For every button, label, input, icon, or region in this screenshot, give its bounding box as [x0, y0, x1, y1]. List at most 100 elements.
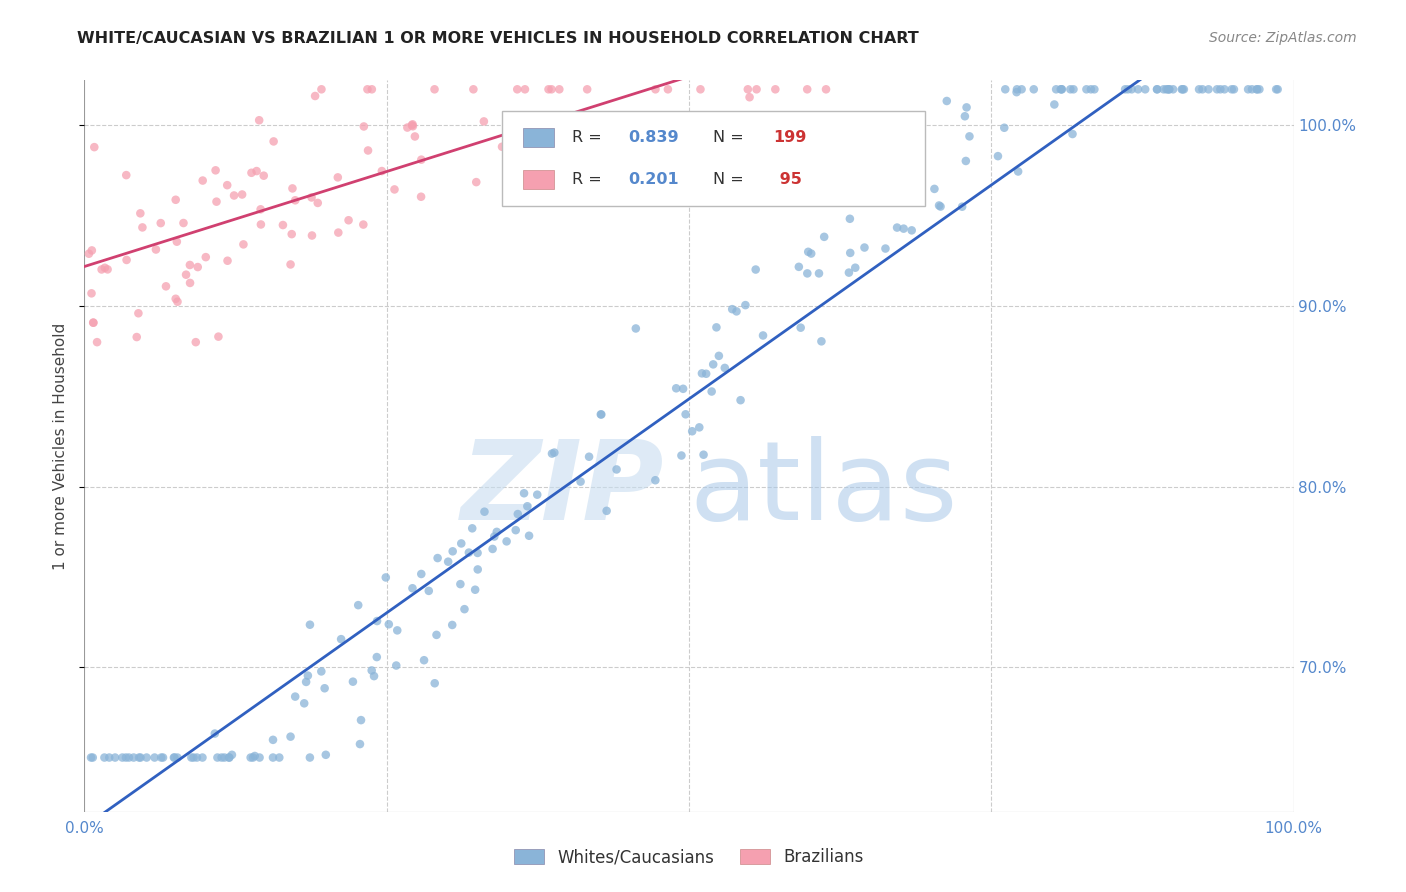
- Point: [1223, 82, 1246, 96]
- Point: [97, 262, 120, 277]
- Point: [474, 505, 496, 519]
- Point: [353, 120, 375, 134]
- Point: [311, 665, 333, 679]
- Point: [342, 674, 364, 689]
- Point: [692, 448, 714, 462]
- Point: [191, 750, 214, 764]
- Point: [1011, 82, 1033, 96]
- Point: [179, 258, 201, 272]
- Point: [307, 196, 329, 211]
- Point: [681, 424, 703, 438]
- Point: [218, 750, 240, 764]
- Point: [464, 582, 486, 597]
- Point: [80, 244, 103, 258]
- Point: [1121, 82, 1143, 96]
- Point: [437, 555, 460, 569]
- Point: [401, 581, 423, 595]
- Point: [1045, 82, 1067, 96]
- Point: [222, 188, 245, 202]
- Point: [125, 330, 148, 344]
- Point: [281, 181, 304, 195]
- Point: [886, 220, 908, 235]
- Point: [461, 521, 484, 535]
- Point: [1237, 82, 1260, 96]
- Point: [94, 260, 117, 275]
- Point: [184, 335, 207, 350]
- Point: [591, 408, 613, 422]
- Text: N =: N =: [713, 130, 749, 145]
- Point: [1135, 82, 1157, 96]
- Point: [207, 750, 229, 764]
- Point: [688, 420, 710, 434]
- Point: [292, 696, 315, 710]
- FancyBboxPatch shape: [523, 170, 554, 188]
- Point: [1116, 82, 1139, 96]
- Point: [104, 750, 127, 764]
- Point: [366, 614, 388, 628]
- Point: [1156, 82, 1178, 96]
- Point: [875, 242, 897, 256]
- Point: [82, 316, 104, 330]
- Point: [384, 182, 406, 196]
- Point: [411, 566, 433, 581]
- Point: [671, 449, 693, 463]
- Point: [253, 169, 276, 183]
- Point: [1159, 82, 1181, 96]
- Point: [204, 726, 226, 740]
- Point: [374, 570, 396, 584]
- Point: [924, 182, 946, 196]
- Point: [516, 500, 538, 514]
- Point: [576, 82, 599, 96]
- Point: [1050, 82, 1073, 96]
- Point: [204, 163, 226, 178]
- Point: [172, 216, 194, 230]
- Point: [150, 750, 173, 764]
- Point: [423, 676, 446, 690]
- Point: [526, 488, 548, 502]
- Point: [1114, 82, 1136, 96]
- Point: [143, 750, 166, 764]
- Point: [111, 750, 134, 764]
- Point: [404, 129, 426, 144]
- Point: [280, 227, 302, 241]
- Point: [796, 82, 818, 96]
- Point: [1005, 85, 1028, 99]
- Point: [893, 221, 915, 235]
- Point: [271, 218, 294, 232]
- Point: [1240, 82, 1263, 96]
- Point: [80, 286, 103, 301]
- Point: [495, 534, 517, 549]
- Point: [872, 161, 894, 176]
- Point: [1249, 82, 1271, 96]
- Point: [426, 551, 449, 566]
- Point: [838, 266, 860, 280]
- Point: [702, 357, 724, 371]
- Point: [127, 306, 149, 320]
- Point: [993, 120, 1015, 135]
- Point: [115, 750, 138, 764]
- Point: [706, 320, 728, 334]
- Point: [1022, 82, 1045, 96]
- Point: [734, 298, 756, 312]
- Point: [401, 117, 423, 131]
- Point: [484, 530, 506, 544]
- Point: [217, 178, 239, 193]
- Point: [80, 750, 103, 764]
- Point: [360, 82, 382, 96]
- Point: [606, 462, 628, 476]
- Point: [1267, 82, 1289, 96]
- Point: [1049, 82, 1071, 96]
- Point: [1083, 82, 1105, 96]
- Point: [350, 713, 373, 727]
- Point: [730, 393, 752, 408]
- Point: [1213, 82, 1236, 96]
- Point: [467, 546, 489, 560]
- Point: [378, 617, 401, 632]
- Point: [589, 408, 612, 422]
- Point: [827, 181, 849, 195]
- Point: [842, 167, 865, 181]
- Point: [118, 750, 141, 764]
- Point: [166, 750, 188, 764]
- Point: [441, 544, 464, 558]
- Point: [672, 382, 695, 396]
